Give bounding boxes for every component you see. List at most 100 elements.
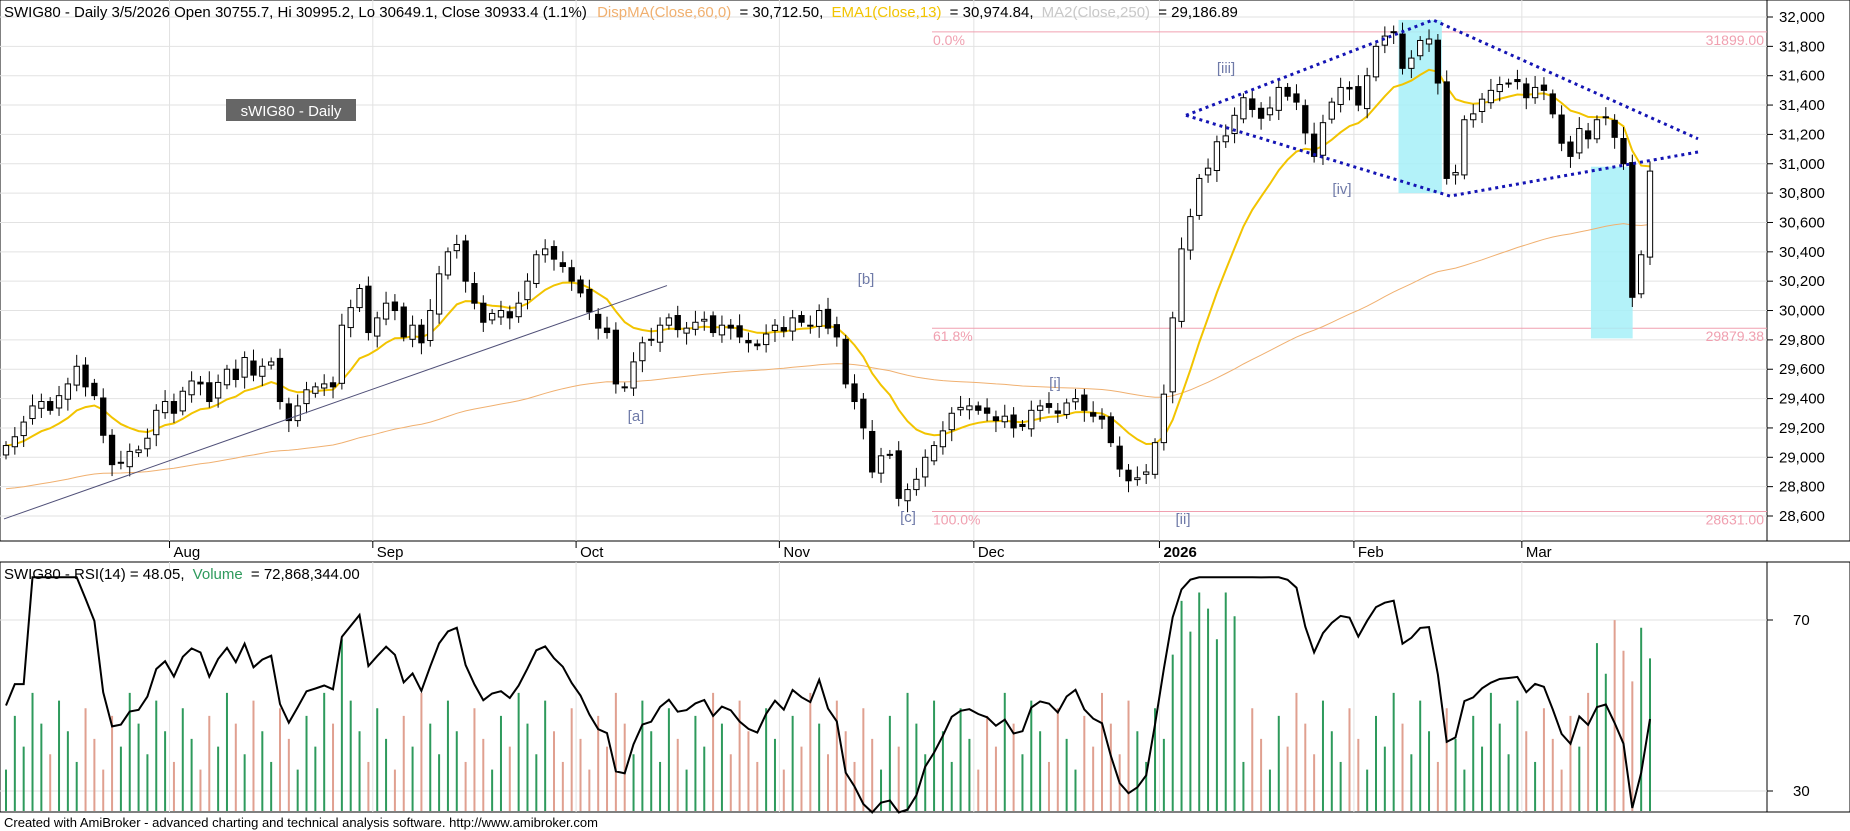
candle-up bbox=[1364, 75, 1371, 110]
volume-value: = 72,868,344.00 bbox=[251, 566, 360, 583]
candle-up bbox=[1028, 409, 1035, 430]
candle-down bbox=[82, 364, 89, 388]
candle-down bbox=[108, 434, 116, 466]
wave-label: [ii] bbox=[1176, 511, 1191, 528]
candle-up bbox=[1576, 128, 1583, 154]
candle-down bbox=[1125, 469, 1132, 482]
y-tick-label: 28,600 bbox=[1779, 508, 1825, 525]
candle-down bbox=[992, 416, 1000, 422]
candle-down bbox=[1293, 93, 1300, 103]
candle-up bbox=[1178, 248, 1185, 322]
candle-up bbox=[524, 280, 531, 301]
candle-down bbox=[1355, 86, 1362, 106]
rsi-header-main: SWIG80 - RSI(14) = 48.05, bbox=[4, 566, 185, 583]
fib-pct-label: 100.0% bbox=[933, 511, 980, 527]
candle-down bbox=[285, 403, 292, 422]
candle-down bbox=[727, 324, 734, 329]
candle-up bbox=[957, 406, 964, 411]
candle-up bbox=[435, 273, 443, 315]
candle-up bbox=[1266, 107, 1274, 116]
y-tick-label: 29,400 bbox=[1779, 391, 1825, 408]
footer-credit: Created with AmiBroker - advanced charti… bbox=[4, 815, 598, 830]
rsi-panel-frame bbox=[0, 561, 1768, 813]
candle-down bbox=[170, 401, 178, 414]
candle-up bbox=[1470, 113, 1477, 121]
candle-down bbox=[232, 368, 239, 381]
ma2-value: = 29,186.89 bbox=[1158, 4, 1238, 21]
y-tick-label: 30,800 bbox=[1779, 185, 1825, 202]
candle-down bbox=[550, 246, 558, 260]
y-tick-label: 30,600 bbox=[1779, 214, 1825, 231]
y-tick-label: 28,800 bbox=[1779, 479, 1825, 496]
candle-down bbox=[471, 283, 478, 304]
candle-down bbox=[869, 430, 876, 473]
candle-up bbox=[1452, 172, 1459, 176]
x-tick-label: Dec bbox=[978, 544, 1005, 561]
candle-down bbox=[975, 405, 982, 411]
candle-up bbox=[303, 389, 310, 405]
candle-down bbox=[1584, 130, 1592, 140]
candle-down bbox=[1514, 79, 1521, 83]
candle-up bbox=[816, 310, 823, 327]
candle-up bbox=[1275, 86, 1282, 111]
price-panel-frame bbox=[0, 0, 1768, 542]
candle-up bbox=[1646, 170, 1654, 258]
rsi-line bbox=[5, 576, 1651, 814]
candle-up bbox=[1593, 119, 1601, 140]
candle-up bbox=[656, 324, 664, 343]
y-tick-label: 30,200 bbox=[1779, 273, 1825, 290]
candle-up bbox=[948, 412, 955, 431]
disp-ma-value: = 30,712.50, bbox=[739, 4, 823, 21]
candle-up bbox=[1169, 317, 1176, 393]
candle-up bbox=[1196, 177, 1203, 216]
price-header-main: SWIG80 - Daily 3/5/2026 Open 30755.7, Hi… bbox=[4, 4, 587, 21]
candle-up bbox=[630, 361, 637, 389]
x-tick-label: Mar bbox=[1526, 544, 1552, 561]
candle-down bbox=[851, 383, 858, 403]
candle-up bbox=[701, 318, 708, 322]
candle-down bbox=[1540, 84, 1548, 91]
title-box-text: sWIG80 - Daily bbox=[241, 103, 342, 120]
candle-up bbox=[1461, 119, 1468, 176]
candle-down bbox=[586, 288, 593, 313]
candle-up bbox=[11, 436, 18, 448]
candle-up bbox=[1408, 57, 1415, 69]
x-tick-label: 2026 bbox=[1163, 544, 1196, 561]
candle-up bbox=[886, 453, 894, 456]
candle-down bbox=[365, 285, 372, 334]
candle-down bbox=[745, 339, 752, 344]
candle-down bbox=[736, 325, 743, 338]
candle-up bbox=[1160, 393, 1168, 444]
candle-up bbox=[533, 254, 540, 285]
rsi-tick-label: 70 bbox=[1793, 612, 1810, 629]
candle-up bbox=[1036, 405, 1044, 411]
x-tick-label: Nov bbox=[783, 544, 810, 561]
candle-up bbox=[1001, 415, 1008, 423]
candle-up bbox=[427, 310, 434, 341]
fibonacci-levels: 0.0% 31899.00 61.8% 29879.38 100.0% 28631.00 bbox=[932, 31, 1767, 527]
candle-up bbox=[1417, 39, 1424, 57]
candle-up bbox=[214, 381, 222, 399]
candle-up bbox=[179, 390, 186, 412]
candle-down bbox=[1010, 414, 1017, 429]
candle-up bbox=[488, 312, 496, 321]
candle-up bbox=[338, 324, 346, 384]
candle-up bbox=[1222, 135, 1229, 143]
candle-down bbox=[833, 324, 840, 338]
candle-up bbox=[515, 302, 522, 318]
ma2-label: MA2(Close,250) bbox=[1042, 4, 1150, 21]
candle-up bbox=[1143, 471, 1150, 475]
candle-up bbox=[1478, 98, 1486, 113]
candle-up bbox=[939, 430, 947, 448]
candle-down bbox=[1399, 33, 1406, 69]
candle-down bbox=[754, 343, 761, 347]
candle-up bbox=[877, 455, 885, 474]
candle-up bbox=[771, 324, 779, 331]
candle-down bbox=[824, 308, 832, 329]
candle-down bbox=[400, 306, 407, 338]
price-axis-panel bbox=[1766, 0, 1850, 542]
candle-down bbox=[506, 311, 513, 319]
candle-up bbox=[241, 356, 248, 378]
wave-label: [i] bbox=[1049, 375, 1061, 392]
